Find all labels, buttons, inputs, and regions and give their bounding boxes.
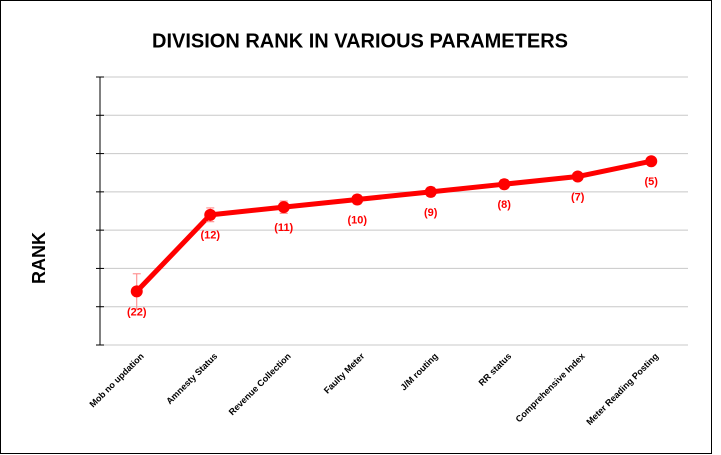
data-label: (11) bbox=[274, 222, 293, 234]
data-label: (10) bbox=[347, 214, 367, 226]
marker bbox=[571, 170, 584, 183]
marker bbox=[645, 155, 658, 168]
marker bbox=[204, 208, 217, 221]
data-label: (12) bbox=[200, 230, 220, 242]
marker bbox=[277, 201, 290, 214]
marker bbox=[351, 193, 364, 206]
data-label: (22) bbox=[127, 306, 147, 318]
y-axis-label: RANK bbox=[29, 232, 49, 284]
data-label: (7) bbox=[571, 191, 585, 203]
data-label: (9) bbox=[424, 207, 438, 219]
line bbox=[134, 158, 652, 294]
marker bbox=[130, 285, 143, 298]
data-label: (5) bbox=[645, 176, 659, 188]
data-label: (8) bbox=[498, 199, 512, 211]
chart-title: DIVISION RANK IN VARIOUS PARAMETERS bbox=[152, 30, 568, 52]
marker bbox=[498, 178, 511, 191]
marker bbox=[424, 185, 437, 198]
